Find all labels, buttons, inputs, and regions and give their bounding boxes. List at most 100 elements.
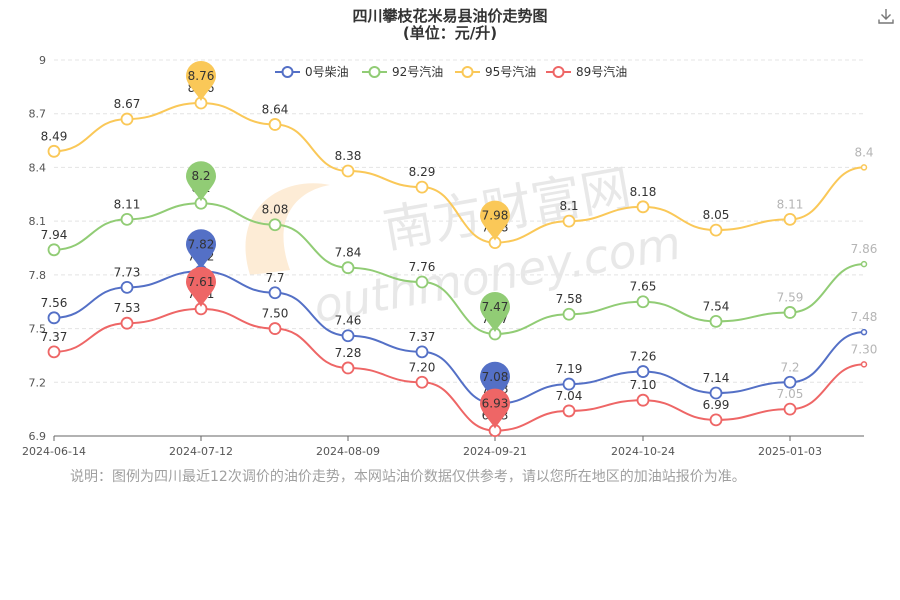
data-label: 7.58 (556, 292, 583, 306)
data-point (47, 345, 61, 359)
data-label: 8.18 (630, 185, 657, 199)
legend: 0号柴油 92号汽油 95号汽油 89号汽油 (275, 64, 627, 79)
data-label: 7.2 (780, 360, 799, 374)
data-point (709, 413, 723, 427)
data-point (415, 375, 429, 389)
data-point (783, 375, 797, 389)
series-layer (47, 96, 868, 438)
data-point (341, 329, 355, 343)
data-label: 7.37 (409, 330, 436, 344)
data-label: 7.19 (556, 362, 583, 376)
extreme-pin-marker (480, 291, 510, 332)
extreme-pin-marker (186, 266, 216, 307)
data-point (709, 386, 723, 400)
data-point (268, 322, 282, 335)
data-label: 7.20 (409, 360, 436, 374)
data-point (120, 280, 134, 294)
data-point (120, 112, 134, 126)
x-tick-label: 2025-01-03 (758, 445, 822, 458)
data-point (636, 393, 650, 407)
data-point (636, 365, 650, 378)
legend-entry-label: 89号汽油 (576, 64, 627, 79)
x-tick-label: 2024-07-12 (169, 445, 233, 458)
data-point (268, 118, 282, 131)
series-line (53, 307, 865, 432)
y-tick-label: 8.4 (29, 161, 47, 174)
data-point (562, 307, 576, 321)
data-point (47, 243, 61, 257)
download-icon[interactable] (876, 6, 896, 26)
x-tick-label: 2024-10-24 (611, 445, 675, 458)
data-label: 7.28 (335, 346, 362, 360)
extreme-pin-marker (186, 229, 216, 270)
data-label: 8.11 (777, 197, 804, 211)
extreme-pins: 7.82 7.08 8.2 7.47 8.76 7.98 7.61 6.93 (186, 60, 510, 429)
data-point (636, 200, 650, 214)
series-line (53, 101, 865, 244)
data-label: 7.30 (851, 342, 878, 356)
extreme-pin-label: 7.08 (482, 370, 509, 384)
data-label: 8.67 (114, 97, 141, 111)
y-axis: 6.9 7.2 7.5 7.8 8.1 8.4 8.7 9 (29, 54, 47, 443)
y-tick-label: 8.1 (29, 215, 47, 228)
data-point (860, 164, 868, 171)
disclaimer-note: 说明：图例为四川最近12次调价的油价走势，本网站油价数据仅供参考，请以您所在地区… (70, 469, 746, 485)
y-tick-label: 7.8 (29, 269, 47, 282)
extreme-pin-label: 7.47 (482, 300, 509, 314)
chart-subtitle: (单位：元/升) (403, 24, 497, 42)
data-point (783, 306, 797, 319)
extreme-pin-label: 8.76 (188, 69, 215, 83)
data-point (636, 295, 650, 309)
data-label: 8.1 (559, 199, 578, 213)
data-point (783, 402, 797, 416)
data-point (562, 377, 576, 391)
data-point (860, 260, 868, 268)
data-point (860, 361, 868, 368)
extreme-pin-marker (480, 361, 510, 402)
data-point (47, 311, 61, 325)
data-label: 7.05 (777, 387, 804, 401)
legend-entry-label: 95号汽油 (485, 64, 536, 79)
data-label: 7.84 (335, 246, 362, 260)
extreme-pin-label: 7.98 (482, 209, 509, 223)
data-label: 7.86 (851, 242, 878, 256)
data-label: 7.7 (265, 271, 284, 285)
data-point (341, 361, 355, 375)
data-label: 8.4 (854, 145, 873, 159)
legend-entry-label: 92号汽油 (392, 64, 443, 79)
legend-entry-label: 0号柴油 (305, 65, 349, 79)
data-label: 7.54 (703, 299, 730, 313)
data-label: 7.59 (777, 290, 804, 304)
extreme-pin-label: 7.61 (188, 275, 215, 289)
data-point (341, 261, 355, 275)
data-label: 7.76 (409, 260, 436, 274)
data-point (562, 404, 576, 418)
y-tick-label: 8.7 (29, 108, 47, 121)
data-label: 6.99 (703, 398, 730, 412)
data-label: 7.10 (630, 378, 657, 392)
data-label: 7.26 (630, 350, 657, 364)
data-label: 8.11 (114, 197, 141, 211)
data-label: 7.04 (556, 389, 583, 403)
data-label: 7.50 (262, 307, 289, 321)
data-point (341, 164, 355, 178)
data-point (415, 180, 429, 194)
data-point (562, 214, 576, 228)
series-line (53, 202, 865, 335)
extreme-pin-marker (186, 60, 216, 101)
data-label: 7.73 (114, 265, 141, 279)
data-point (860, 328, 868, 336)
y-tick-label: 6.9 (29, 430, 47, 443)
x-tick-label: 2024-08-09 (316, 445, 380, 458)
extreme-pin-label: 6.93 (482, 397, 509, 411)
data-point (120, 212, 134, 226)
data-label: 8.49 (41, 129, 68, 143)
data-point (783, 212, 797, 226)
data-point (268, 286, 282, 300)
chart-title: 四川攀枝花米易县油价走势图 (352, 7, 547, 25)
data-point (415, 345, 429, 359)
data-label: 7.46 (335, 314, 362, 328)
x-axis: 2024-06-14 2024-07-12 2024-08-09 2024-09-21… (22, 435, 864, 458)
extreme-pin-marker (186, 161, 216, 202)
